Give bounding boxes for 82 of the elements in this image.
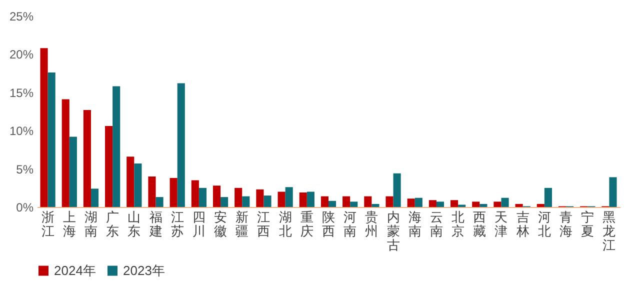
bar <box>148 176 156 207</box>
x-tick-label: 贵州 <box>365 210 378 238</box>
x-tick-label: 西藏 <box>473 210 486 238</box>
bar <box>342 196 350 207</box>
legend-label: 2024年 <box>54 262 96 278</box>
bar <box>299 192 307 207</box>
bar <box>69 136 77 207</box>
bar <box>62 99 70 207</box>
bar <box>191 180 199 207</box>
x-tick-label: 重庆 <box>300 210 314 238</box>
bar <box>285 187 293 207</box>
x-tick-label: 黑龙江 <box>602 210 616 252</box>
x-tick-label: 广东 <box>106 210 120 238</box>
bar <box>126 156 134 207</box>
x-tick-label: 新疆 <box>236 210 249 238</box>
x-tick-label: 江西 <box>257 210 270 238</box>
x-tick-label: 四川 <box>192 210 206 238</box>
bar <box>90 188 99 207</box>
bar <box>414 198 422 207</box>
bar <box>609 177 617 207</box>
x-tick-label: 河南 <box>344 210 357 238</box>
bar <box>494 202 502 207</box>
bar <box>48 72 56 207</box>
x-tick-label: 湖北 <box>278 210 292 238</box>
bar <box>112 86 120 207</box>
bar <box>501 198 509 207</box>
bar <box>480 204 488 207</box>
y-tick-label: 10% <box>9 124 34 138</box>
x-tick-label: 安徽 <box>214 210 228 238</box>
y-tick-label: 20% <box>9 48 34 62</box>
bar <box>177 83 185 207</box>
bar <box>436 202 444 207</box>
x-tick-label: 陕西 <box>322 210 335 238</box>
bar <box>105 126 113 207</box>
x-tick-label: 宁夏 <box>581 210 594 238</box>
bar <box>83 110 91 207</box>
bar <box>234 188 242 207</box>
x-tick-label: 吉林 <box>515 210 530 238</box>
x-tick-label: 浙江 <box>41 210 54 238</box>
bar <box>407 198 415 207</box>
x-tick-label: 江苏 <box>170 210 184 238</box>
x-tick-label: 北京 <box>452 210 465 238</box>
x-tick-label: 上海 <box>62 210 76 238</box>
bar <box>320 196 328 207</box>
bar <box>350 202 358 207</box>
y-tick-label: 25% <box>9 10 34 24</box>
bar <box>372 204 380 207</box>
bar <box>278 192 286 207</box>
x-tick-label: 山东 <box>128 210 141 238</box>
bar <box>156 197 164 207</box>
y-tick-label: 5% <box>16 162 34 176</box>
x-tick-label: 天津 <box>494 210 508 238</box>
bar <box>170 178 178 207</box>
bar <box>220 197 228 207</box>
bar <box>256 189 264 207</box>
bar <box>134 163 142 207</box>
bar <box>544 188 552 207</box>
bar <box>212 186 221 207</box>
x-tick-label: 内蒙古 <box>386 210 400 252</box>
x-tick-label: 云南 <box>430 210 443 238</box>
bar <box>515 204 523 207</box>
x-tick-label: 福建 <box>148 210 162 238</box>
y-tick-label: 0% <box>16 200 34 214</box>
bar <box>386 196 394 207</box>
x-tick-label: 湖南 <box>84 210 98 238</box>
x-tick-label: 海南 <box>408 210 422 238</box>
bar <box>306 192 314 207</box>
bar <box>198 188 206 207</box>
y-tick-label: 15% <box>9 86 34 100</box>
bar <box>472 202 480 207</box>
x-tick-label: 河北 <box>538 210 551 238</box>
bar <box>450 200 458 207</box>
bar <box>328 200 336 207</box>
legend-label: 2023年 <box>123 262 165 278</box>
bar <box>428 200 436 207</box>
bar <box>536 204 544 207</box>
bar <box>40 48 48 207</box>
bar <box>364 196 372 207</box>
x-tick-label: 青海 <box>560 210 573 238</box>
bar <box>242 196 250 207</box>
bar <box>264 196 272 207</box>
bar <box>393 173 401 207</box>
